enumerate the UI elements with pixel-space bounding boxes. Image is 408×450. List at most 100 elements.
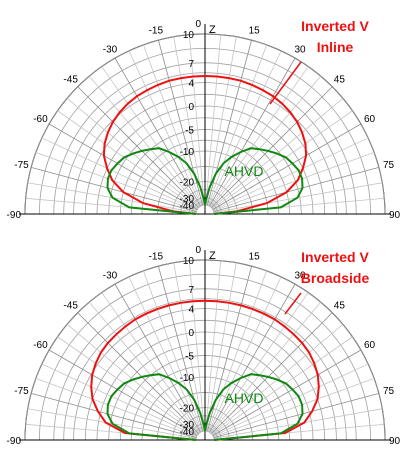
point-ahvd: [297, 197, 299, 199]
annotation-subtitle: Inline: [317, 39, 354, 55]
point-ahvd: [177, 156, 179, 158]
grid-spoke: [209, 292, 309, 433]
point-ahvd: [123, 382, 125, 384]
point-ahvd: [209, 186, 211, 188]
point-inverted-v: [317, 374, 319, 376]
point-inverted-v: [301, 342, 303, 344]
point-ahvd: [240, 151, 242, 153]
point-inverted-v: [304, 143, 306, 145]
point-ahvd: [111, 197, 113, 199]
radial-tick-label: 4: [188, 79, 194, 90]
point-ahvd: [291, 389, 293, 391]
point-inverted-v: [168, 80, 170, 82]
grid-spoke: [209, 283, 296, 433]
chart-inverted-v-broadside: -90 -75 -60 -45 -30 -15 0 15 30 45 60 75 90 Z 10 7 4 0 -5 -…: [7, 245, 401, 447]
point-ahvd: [291, 163, 293, 165]
point-ahvd: [203, 424, 205, 426]
point-inverted-v: [90, 386, 92, 388]
point-inverted-v: [281, 103, 283, 105]
radial-tick-label: -20: [180, 178, 195, 189]
point-ahvd: [285, 382, 287, 384]
point-inverted-v: [308, 352, 310, 354]
angle-tick-label: 15: [249, 251, 261, 262]
grid-spoke: [31, 167, 197, 213]
point-inverted-v: [97, 410, 99, 412]
point-ahvd: [301, 404, 303, 406]
point-inverted-v: [301, 132, 303, 134]
grid-spoke: [211, 312, 333, 434]
point-inverted-v: [284, 432, 286, 434]
angle-tick-label: -90: [7, 210, 22, 221]
angle-tick-label: 0: [195, 245, 201, 256]
point-ahvd: [213, 439, 215, 441]
point-ahvd: [117, 163, 119, 165]
point-inverted-v: [106, 167, 108, 169]
point-inverted-v: [289, 111, 291, 113]
point-ahvd: [199, 186, 201, 188]
point-inverted-v: [112, 121, 114, 123]
grid-spoke: [41, 363, 198, 437]
grid-spoke: [209, 66, 309, 207]
point-ahvd: [231, 382, 233, 384]
point-inverted-v: [272, 95, 274, 97]
point-inverted-v: [318, 386, 320, 388]
point-inverted-v: [240, 304, 242, 306]
grid-spoke: [143, 270, 203, 432]
point-inverted-v: [124, 325, 126, 327]
angle-tick-label: 30: [294, 270, 306, 281]
angle-tick-label: 60: [364, 114, 376, 125]
grid-spoke: [213, 167, 379, 213]
radial-tick-label: -10: [180, 373, 195, 384]
point-inverted-v: [302, 167, 304, 169]
point-inverted-v: [100, 352, 102, 354]
grid-spoke: [209, 57, 296, 207]
angle-tick-label: -15: [149, 251, 164, 262]
point-inverted-v: [142, 202, 144, 204]
point-inverted-v: [105, 421, 107, 423]
point-inverted-v: [156, 308, 158, 310]
angle-tick-label: -30: [103, 44, 118, 55]
grid-spoke: [210, 75, 322, 208]
annotation-pointer: [284, 292, 302, 315]
grid-spoke: [77, 312, 199, 434]
point-ahvd: [250, 147, 252, 149]
grid-spoke: [210, 301, 322, 434]
z-axis-label: Z: [209, 24, 216, 36]
z-axis-label: Z: [209, 250, 216, 262]
grid-spoke: [173, 36, 204, 206]
point-inverted-v: [192, 300, 194, 302]
angle-tick-label: 75: [383, 386, 395, 397]
angle-tick-label: -45: [63, 301, 78, 312]
point-ahvd: [110, 169, 112, 171]
point-ahvd: [177, 382, 179, 384]
grid-spoke: [173, 262, 204, 432]
grid-spoke: [35, 378, 197, 438]
angle-tick-label: -75: [14, 386, 29, 397]
grid-spoke: [35, 152, 197, 212]
point-inverted-v: [293, 333, 295, 335]
point-ahvd: [128, 206, 130, 208]
point-ahvd: [111, 423, 113, 425]
grid-spoke: [205, 34, 222, 206]
point-inverted-v: [297, 179, 299, 181]
grid-spoke: [208, 50, 282, 207]
point-inverted-v: [240, 80, 242, 82]
point-ahvd: [168, 151, 170, 153]
point-ahvd: [128, 432, 130, 434]
grid-spoke: [48, 349, 198, 436]
point-inverted-v: [146, 89, 148, 91]
point-ahvd: [280, 432, 282, 434]
point-ahvd: [301, 178, 303, 180]
grid-spoke: [114, 283, 201, 433]
angle-tick-label: 30: [294, 44, 306, 55]
grid-spoke: [205, 260, 222, 432]
point-ahvd: [141, 376, 143, 378]
point-ahvd: [276, 153, 278, 155]
point-ahvd: [222, 388, 224, 390]
radial-tick-label: -10: [180, 147, 195, 158]
annotation-title: Inverted V: [301, 249, 369, 265]
annotation-subtitle: Broadside: [301, 270, 370, 286]
point-inverted-v: [119, 111, 121, 113]
point-ahvd: [107, 178, 109, 180]
